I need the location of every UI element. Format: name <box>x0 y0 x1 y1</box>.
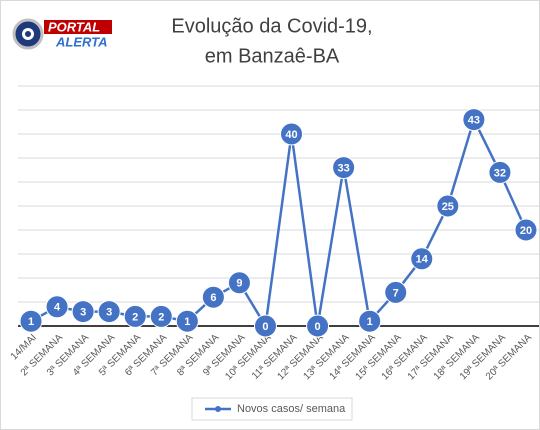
data-point <box>306 314 330 338</box>
data-label: 33 <box>338 163 350 175</box>
data-point <box>71 300 95 324</box>
data-point <box>462 108 486 132</box>
legend-box <box>191 397 353 421</box>
data-point <box>332 156 356 180</box>
chart-title: Evolução da Covid-19, <box>171 15 372 37</box>
data-point <box>19 309 43 333</box>
data-label: 9 <box>236 278 242 290</box>
data-point <box>123 304 147 328</box>
logo-text: ALERTA <box>55 34 108 49</box>
data-point <box>227 271 251 295</box>
data-point <box>45 295 69 319</box>
logo-text: PORTAL <box>48 19 100 34</box>
data-point <box>97 300 121 324</box>
logo: PORTAL ALERTA <box>12 18 112 50</box>
chart-title: em Banzaê-BA <box>205 45 340 67</box>
data-label: 1 <box>28 316 34 328</box>
data-label: 3 <box>80 307 86 319</box>
logo-band <box>44 20 112 34</box>
data-label: 1 <box>367 316 373 328</box>
data-label: 25 <box>442 201 454 213</box>
data-label: 3 <box>106 307 112 319</box>
data-point <box>436 194 460 218</box>
data-label: 43 <box>468 115 480 127</box>
data-label: 2 <box>158 311 164 323</box>
data-point <box>280 122 304 146</box>
data-label: 0 <box>262 321 268 333</box>
data-point <box>175 309 199 333</box>
data-label: 32 <box>494 167 506 179</box>
data-label: 6 <box>210 292 216 304</box>
data-label: 7 <box>393 287 399 299</box>
data-label: 0 <box>315 321 321 333</box>
data-label: 4 <box>54 302 61 314</box>
data-point <box>201 285 225 309</box>
data-point <box>149 304 173 328</box>
logo-pupil <box>25 31 31 37</box>
data-point <box>358 309 382 333</box>
data-point <box>384 280 408 304</box>
data-point <box>514 218 538 242</box>
data-point <box>488 160 512 184</box>
data-label: 2 <box>132 311 138 323</box>
data-point <box>253 314 277 338</box>
legend-label: Novos casos/ semana <box>237 403 346 415</box>
data-label: 14 <box>416 254 429 266</box>
data-label: 1 <box>184 316 190 328</box>
data-point <box>410 247 434 271</box>
legend-marker <box>215 406 221 412</box>
data-label: 40 <box>285 129 297 141</box>
data-label: 20 <box>520 225 532 237</box>
